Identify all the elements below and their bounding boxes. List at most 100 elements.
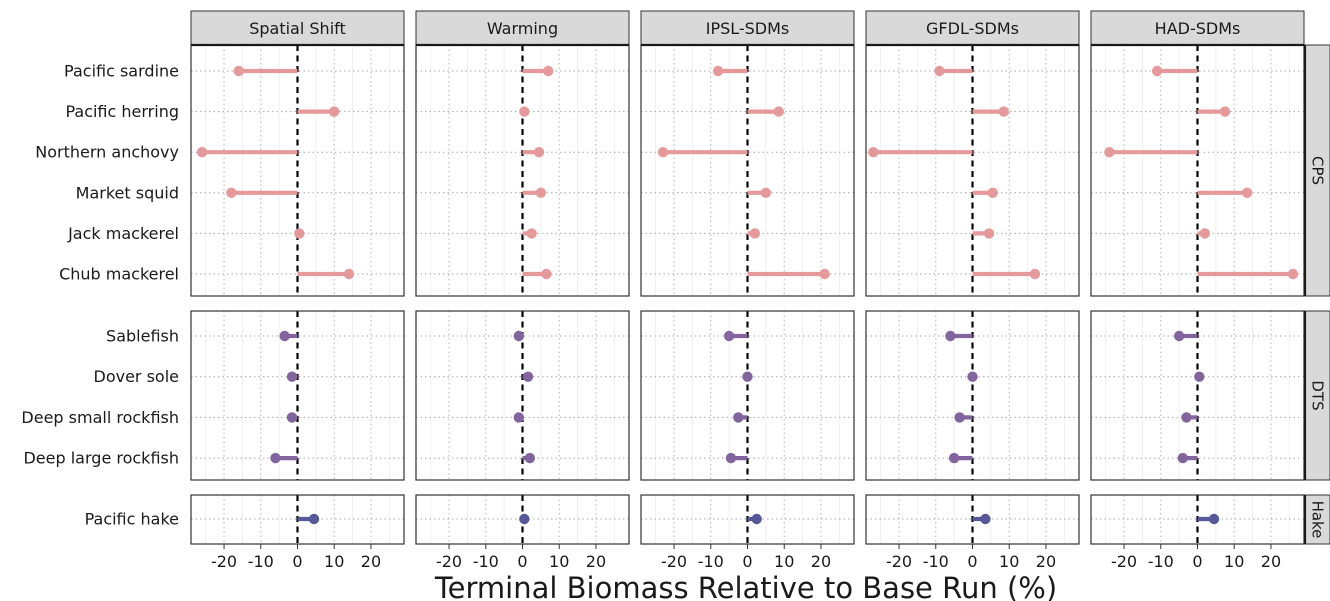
point-deep-large-rockfish — [1177, 452, 1189, 464]
species-label-market-squid: Market squid — [76, 183, 179, 202]
x-tick-label: -10 — [1148, 552, 1174, 571]
strip-ipsl-sdms — [640, 10, 855, 46]
point-northern-anchovy — [868, 147, 879, 158]
panel-cps-warming — [415, 44, 630, 297]
point-pacific-herring — [1219, 106, 1231, 117]
panel-dts-warming — [415, 310, 630, 481]
facet-label-dts: DTS — [1309, 380, 1327, 410]
point-sablefish — [279, 330, 290, 342]
species-label-chub-mackerel: Chub mackerel — [59, 265, 179, 284]
x-tick-label: 0 — [742, 552, 752, 571]
scenario-strips-layer: Spatial Shift Warming IPSL-SDMs GFDL-SDMs HA… — [190, 10, 1305, 47]
panel-border — [415, 310, 630, 481]
panels-layer — [190, 44, 1305, 545]
species-label-pacific-hake: Pacific hake — [85, 510, 179, 529]
point-dover-sole — [967, 371, 978, 382]
panel-hake-gfdl-sdms — [865, 494, 1080, 545]
species-label-northern-anchovy: Northern anchovy — [35, 143, 179, 162]
point-pacific-sardine — [233, 65, 244, 77]
point-pacific-herring — [998, 106, 1009, 117]
x-tick-label: 10 — [1224, 552, 1244, 571]
point-sablefish — [723, 330, 735, 342]
point-jack-mackerel — [1199, 228, 1211, 239]
point-deep-small-rockfish — [286, 412, 298, 423]
facet-label-hake: Hake — [1309, 501, 1327, 539]
strip-label-spatial-shift: Spatial Shift — [249, 19, 346, 38]
point-northern-anchovy — [196, 147, 208, 158]
species-label-pacific-herring: Pacific herring — [65, 102, 179, 121]
strip-label-gfdl-sdms: GFDL-SDMs — [926, 19, 1019, 38]
point-sablefish — [945, 330, 956, 342]
point-chub-mackerel — [1029, 268, 1041, 280]
x-tick-label: 20 — [361, 552, 381, 571]
strip-warming — [415, 10, 630, 46]
strip-label-ipsl-sdms: IPSL-SDMs — [706, 19, 790, 38]
species-label-pacific-sardine: Pacific sardine — [64, 62, 179, 81]
point-deep-small-rockfish — [513, 412, 525, 423]
panel-hake-ipsl-sdms — [640, 494, 855, 545]
x-tick-label: -20 — [436, 552, 462, 571]
x-tick-label: 20 — [586, 552, 606, 571]
point-market-squid — [535, 187, 547, 198]
point-jack-mackerel — [526, 228, 537, 239]
facet-strip-dts — [1304, 310, 1330, 481]
point-market-squid — [760, 187, 772, 198]
x-tick-label: 0 — [1192, 552, 1202, 571]
x-tick-label: 20 — [811, 552, 831, 571]
point-dover-sole — [286, 371, 298, 382]
point-jack-mackerel — [983, 228, 995, 239]
point-pacific-hake — [1208, 513, 1220, 525]
point-pacific-hake — [519, 513, 530, 525]
point-pacific-hake — [308, 513, 320, 525]
point-deep-large-rockfish — [725, 452, 737, 464]
panel-dts-ipsl-sdms — [640, 310, 855, 481]
point-pacific-herring — [773, 106, 784, 117]
point-pacific-herring — [519, 106, 530, 117]
point-pacific-hake — [751, 513, 762, 525]
panel-hake-warming — [415, 494, 630, 545]
point-deep-large-rockfish — [524, 452, 536, 464]
x-tick-label: -20 — [211, 552, 237, 571]
panel-dts-spatial-shift — [190, 310, 405, 481]
point-deep-small-rockfish — [733, 412, 744, 423]
point-chub-mackerel — [819, 268, 830, 280]
species-label-dover-sole: Dover sole — [94, 367, 180, 386]
panel-border — [865, 310, 1080, 481]
species-labels-layer: Pacific sardine Pacific herring Northern a… — [21, 62, 179, 529]
x-tick-label: 0 — [517, 552, 527, 571]
x-tick-label: 20 — [1036, 552, 1056, 571]
point-sablefish — [1173, 330, 1185, 342]
panel-border — [640, 310, 855, 481]
point-pacific-hake — [980, 513, 991, 525]
x-tick-label: 10 — [324, 552, 344, 571]
species-label-deep-small-rockfish: Deep small rockfish — [21, 408, 179, 427]
point-sablefish — [513, 330, 525, 342]
x-tick-labels-layer: -20 -10 0 10 20 -20 -10 0 10 20 -20 -10 0 10 20 -20 -10 0… — [211, 544, 1281, 571]
x-tick-label: 10 — [549, 552, 569, 571]
panel-hake-had-sdms — [1090, 494, 1305, 545]
panel-hake-spatial-shift — [190, 494, 405, 545]
x-tick-label: 0 — [967, 552, 977, 571]
x-tick-label: -20 — [661, 552, 687, 571]
point-dover-sole — [1194, 371, 1205, 382]
group-facet-strips-layer: CPS DTS Hake — [1303, 44, 1330, 545]
point-pacific-sardine — [712, 65, 724, 77]
point-dover-sole — [522, 371, 534, 382]
panel-cps-ipsl-sdms — [640, 44, 855, 297]
point-jack-mackerel — [749, 228, 761, 239]
point-deep-large-rockfish — [948, 452, 960, 464]
point-northern-anchovy — [1104, 147, 1115, 158]
panel-dts-had-sdms — [1090, 310, 1305, 481]
x-tick-label: -20 — [886, 552, 912, 571]
strip-had-sdms — [1090, 10, 1305, 46]
x-tick-label: 10 — [999, 552, 1019, 571]
point-deep-small-rockfish — [954, 412, 965, 423]
x-tick-label: 10 — [774, 552, 794, 571]
point-jack-mackerel — [294, 228, 305, 239]
panel-cps-spatial-shift — [190, 44, 405, 297]
species-label-jack-mackerel: Jack mackerel — [67, 224, 179, 243]
x-tick-label: -10 — [923, 552, 949, 571]
panel-cps-had-sdms — [1090, 44, 1305, 297]
panel-cps-gfdl-sdms — [865, 44, 1080, 297]
point-chub-mackerel — [343, 268, 355, 280]
